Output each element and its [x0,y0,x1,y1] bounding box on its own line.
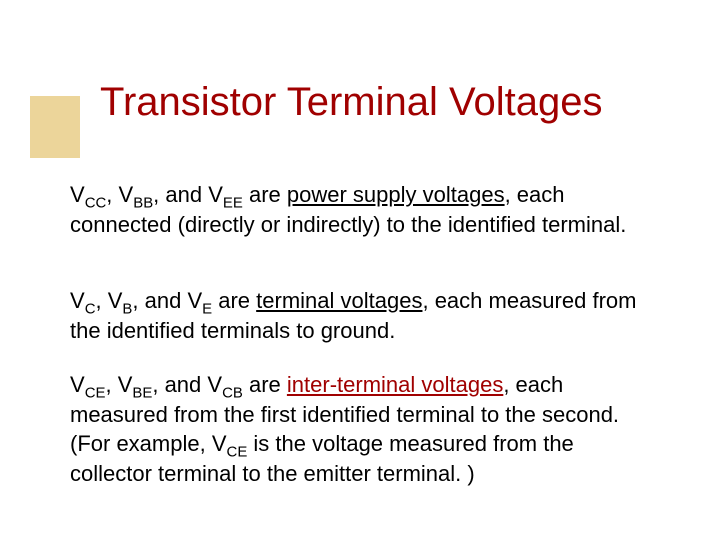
title-accent-block [30,96,80,158]
keyword-terminal: terminal voltages [256,288,422,313]
symbol-vbe: VBE [118,372,153,397]
paragraph-inter-terminal: VCE, VBE, and VCB are inter-terminal vol… [70,370,660,489]
symbol-vb: VB [108,288,133,313]
symbol-ve: VE [187,288,212,313]
slide-title: Transistor Terminal Voltages [100,80,602,125]
symbol-vce: VCE [70,372,105,397]
symbol-vcc: VCC [70,182,106,207]
keyword-inter-terminal: inter-terminal voltages [287,372,503,397]
paragraph-terminal: VC, VB, and VE are terminal voltages, ea… [70,286,660,345]
keyword-power-supply: power supply voltages [287,182,505,207]
symbol-vce-example: VCE [212,431,247,456]
paragraph-power-supply: VCC, VBB, and VEE are power supply volta… [70,180,660,239]
symbol-vbb: VBB [119,182,154,207]
symbol-vcb: VCB [207,372,242,397]
symbol-vc: VC [70,288,96,313]
symbol-vee: VEE [208,182,243,207]
